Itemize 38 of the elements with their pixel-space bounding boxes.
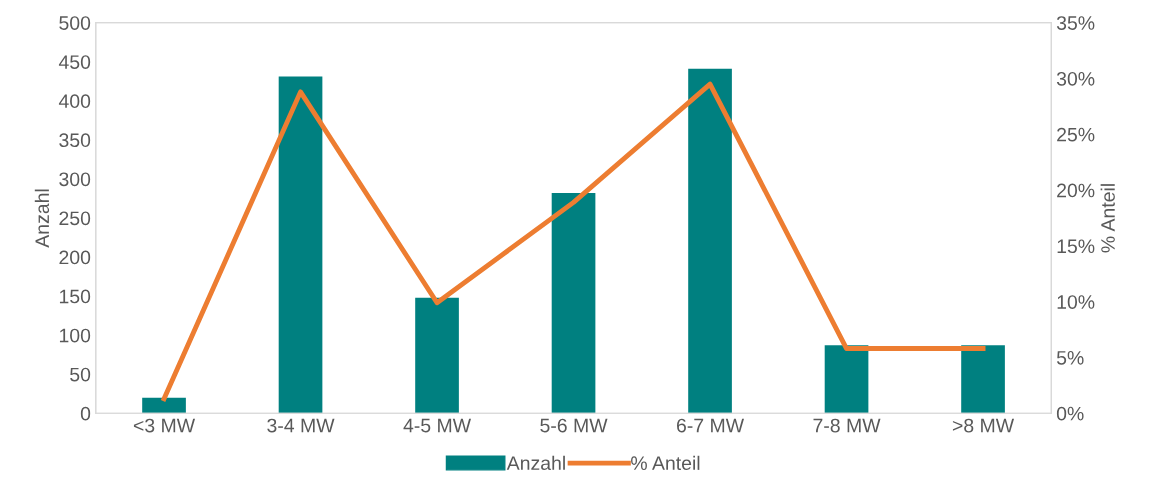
y-axis-title: Anzahl [34,189,50,248]
legend-label: Anzahl [506,455,565,471]
y-tick-label: 400 [58,94,91,109]
y-tick-label: 300 [59,172,91,187]
y2-tick-label: 0% [1056,406,1084,421]
y-tick-label: 500 [59,16,91,30]
y-tick-label: 0 [80,406,91,421]
y2-tick-label: 25% [1057,127,1095,142]
x-tick-label: 4-5 MW [403,418,471,433]
y-tick-label: 250 [59,211,91,226]
x-tick-label: <3 MW [133,418,196,433]
bar [142,397,186,414]
y2-axis-title: % Anteil [1100,184,1115,253]
bar [824,345,869,414]
x-tick-label: 6-7 MW [677,418,744,433]
bar [961,345,1005,414]
bar [688,68,732,414]
y-tick-label: 50 [70,367,91,382]
y2-tick-label: 20% [1057,183,1095,198]
y2-tick-label: 5% [1056,351,1084,365]
bar [415,297,459,414]
y-tick-label: 450 [58,55,91,69]
y-tick-label: 350 [59,133,91,148]
bar [278,76,323,414]
x-tick-label: 7-8 MW [813,418,881,433]
x-tick-label: 5-6 MW [540,418,608,433]
y2-tick-label: 15% [1057,239,1095,254]
y-tick-label: 150 [59,289,91,304]
legend-label: % Anteil [631,455,700,471]
y-tick-label: 100 [59,328,91,343]
x-tick-label: 3-4 MW [267,418,335,433]
y-tick-label: 200 [59,250,91,265]
y2-tick-label: 35% [1056,16,1095,30]
x-tick-label: >8 MW [952,418,1015,433]
y2-tick-label: 10% [1057,295,1095,309]
line-series [161,81,986,402]
y2-tick-label: 30% [1056,71,1095,86]
bar [551,192,596,414]
